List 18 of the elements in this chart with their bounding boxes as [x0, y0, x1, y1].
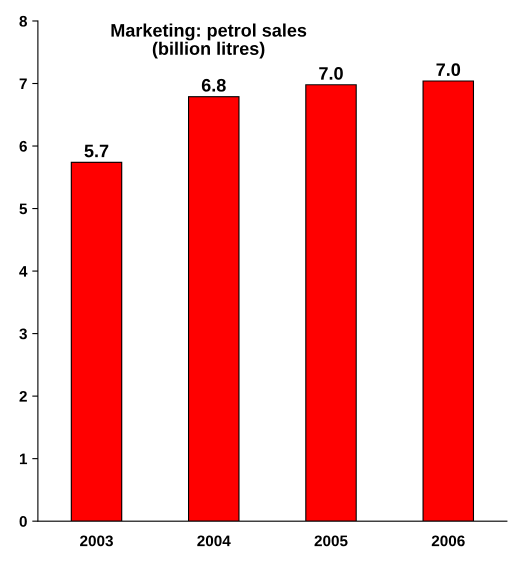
- x-tick-label: 2006: [432, 535, 465, 546]
- y-tick-label: 3: [19, 328, 27, 340]
- x-tick-label: 2005: [314, 535, 348, 546]
- y-tick-label: 7: [20, 78, 27, 90]
- data-label: 5.7: [84, 144, 108, 158]
- y-tick-label: 8: [19, 16, 28, 27]
- data-label: 7.0: [319, 67, 343, 80]
- data-label: 6.8: [202, 78, 226, 92]
- y-tick-label: 6: [20, 140, 27, 152]
- data-label: 7.0: [436, 63, 460, 76]
- y-tick-label: 2: [20, 390, 27, 402]
- x-tick-label: 2004: [197, 535, 231, 546]
- y-tick-label: 4: [19, 266, 28, 277]
- y-tick-label: 5: [19, 204, 28, 214]
- y-tick-label: 1: [20, 454, 28, 464]
- text: Marketing: petrol sales (billion litres): [111, 23, 306, 59]
- x-tick-label: 2003: [80, 535, 113, 546]
- y-tick-label: 0: [20, 516, 27, 527]
